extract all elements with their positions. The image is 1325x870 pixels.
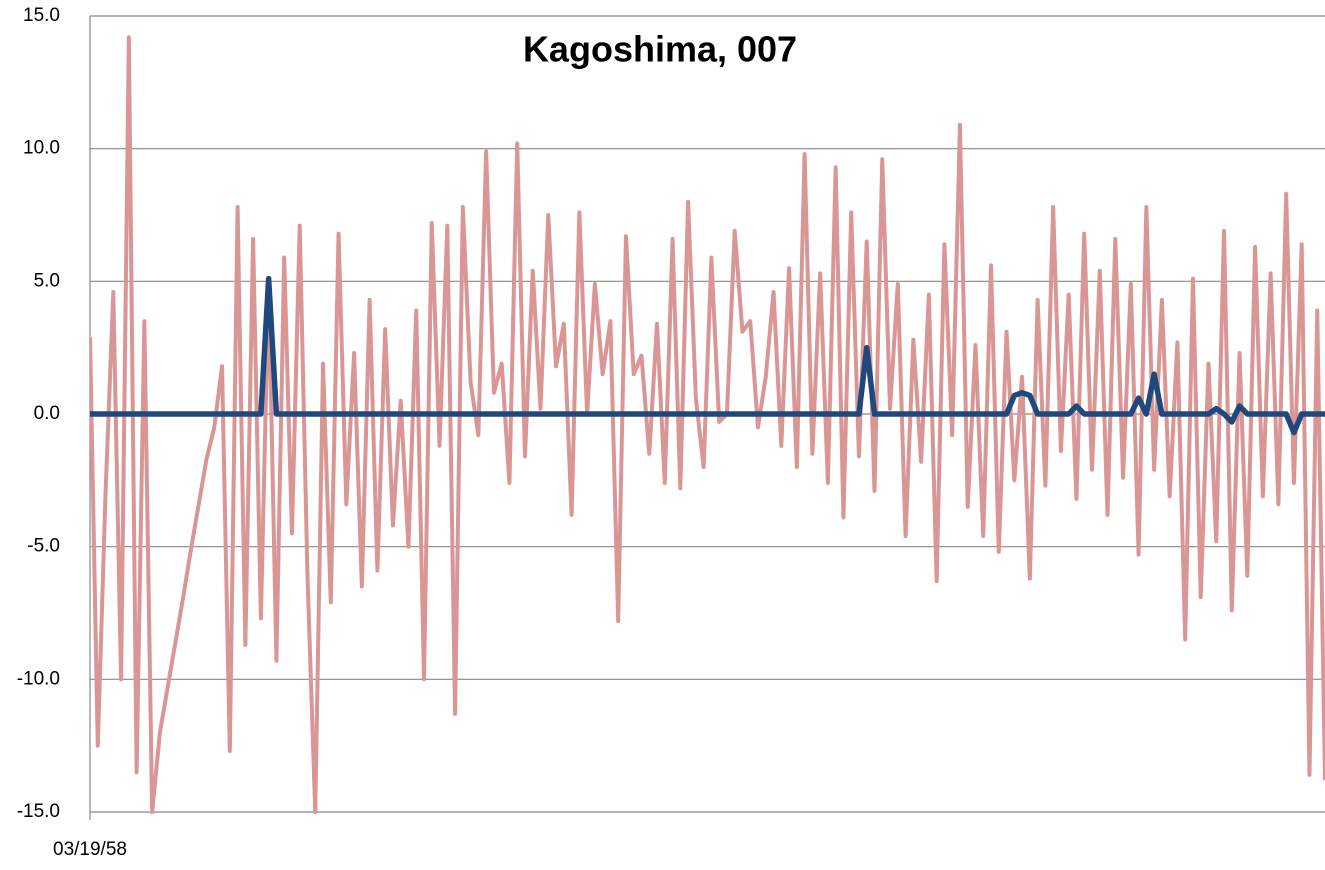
y-tick-label: -5.0 bbox=[27, 536, 60, 557]
series-line bbox=[90, 275, 1325, 436]
y-tick-label: -10.0 bbox=[17, 668, 60, 689]
series-line bbox=[90, 35, 1325, 814]
y-tick-label: -15.0 bbox=[17, 801, 60, 822]
y-tick-label: 10.0 bbox=[23, 138, 60, 159]
y-tick-label: 0.0 bbox=[34, 403, 60, 424]
chart-title: Kagoshima, 007 bbox=[523, 29, 797, 70]
y-tick-label: 5.0 bbox=[34, 270, 60, 291]
y-tick-label: 15.0 bbox=[23, 5, 60, 26]
x-tick-label: 03/19/58 bbox=[53, 839, 127, 860]
